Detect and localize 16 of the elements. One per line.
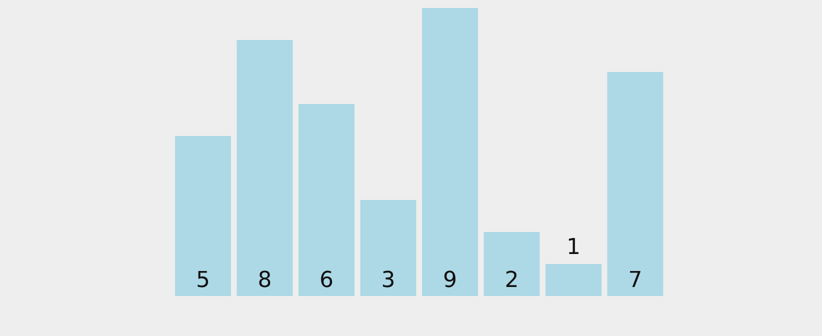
data-label: 9 [443, 268, 457, 293]
bar [546, 264, 602, 296]
bar [422, 8, 478, 296]
bar [360, 200, 416, 296]
data-label: 8 [258, 268, 272, 293]
bar [175, 136, 231, 296]
data-label: 1 [566, 235, 580, 260]
data-label: 3 [381, 268, 396, 293]
bar [298, 104, 354, 296]
data-label: 5 [196, 268, 210, 293]
bar [236, 40, 293, 296]
data-label: 6 [320, 268, 334, 293]
bar [484, 232, 540, 296]
bar [607, 72, 664, 296]
data-label: 2 [504, 268, 519, 293]
data-label: 7 [628, 268, 642, 293]
